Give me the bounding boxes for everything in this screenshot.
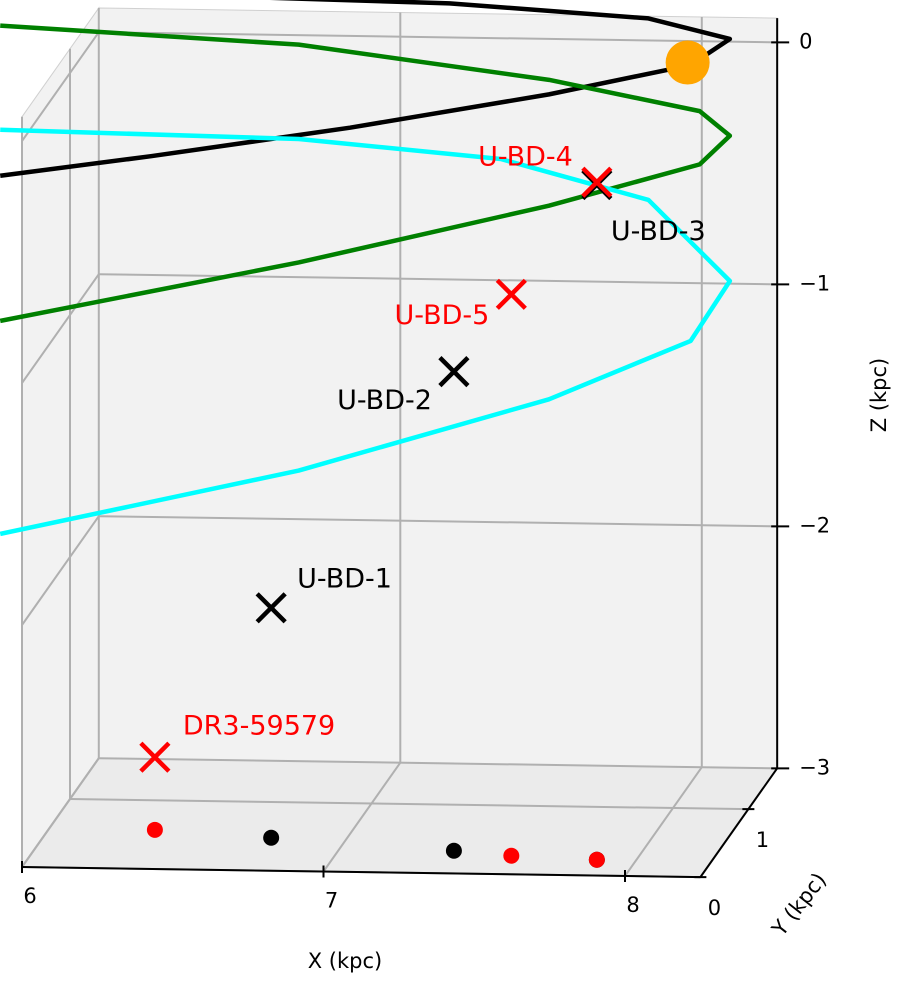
grid-line	[98, 273, 778, 286]
floor-dot	[146, 821, 163, 838]
y-tick-label: 0	[708, 896, 721, 920]
floor-dot	[588, 851, 605, 868]
grid-line	[21, 515, 100, 626]
axis-line	[21, 866, 701, 879]
sun-marker	[665, 40, 710, 85]
x-tick-label: 7	[325, 889, 338, 913]
z-tick-label: 0	[799, 29, 812, 53]
grid-line	[98, 515, 778, 528]
marker-stroke	[438, 356, 470, 388]
point-label: U-BD-5	[395, 300, 490, 331]
point-marker	[581, 166, 613, 198]
point-label: U-BD-1	[297, 563, 392, 594]
grid-line	[21, 273, 100, 384]
floor-pane	[21, 757, 779, 878]
point-label: DR3-59579	[183, 711, 335, 742]
point-label: U-BD-4	[478, 142, 573, 173]
grid-line	[98, 31, 778, 44]
point-marker	[438, 356, 470, 388]
panes	[21, 6, 790, 882]
grid-line	[322, 762, 402, 873]
point-marker	[255, 592, 287, 624]
marker-stroke	[255, 592, 287, 624]
x-tick-label: 8	[626, 893, 639, 917]
z-axis-label: Z (kpc)	[867, 358, 891, 432]
side-pane	[21, 6, 100, 869]
orbit-line	[0, 23, 733, 324]
axis-line	[699, 767, 778, 878]
grid-line	[21, 31, 100, 142]
marker-stroke	[581, 166, 613, 198]
x-axis-label: X (kpc)	[308, 949, 382, 973]
point-marker	[495, 278, 527, 310]
marker-stroke	[139, 741, 171, 773]
marker-stroke	[495, 278, 527, 310]
z-tick-label: −2	[799, 513, 830, 537]
point-marker	[139, 741, 171, 773]
y-tick-label: 1	[756, 828, 769, 852]
grid-line	[69, 798, 749, 811]
z-tick-label: −1	[799, 271, 830, 295]
grid-line	[98, 757, 778, 770]
point-label: U-BD-2	[337, 385, 432, 416]
grid-line	[624, 766, 703, 877]
floor-dot	[503, 847, 520, 864]
y-axis-label: Y (kpc)	[767, 868, 831, 941]
floor-dot	[263, 829, 280, 846]
grid-line	[21, 757, 100, 868]
point-label: U-BD-3	[611, 216, 706, 247]
x-tick-label: 6	[23, 884, 36, 908]
floor-dot	[445, 842, 462, 859]
back-pane	[98, 7, 778, 769]
orbit-line	[0, 127, 733, 537]
z-tick-label: −3	[799, 755, 830, 779]
